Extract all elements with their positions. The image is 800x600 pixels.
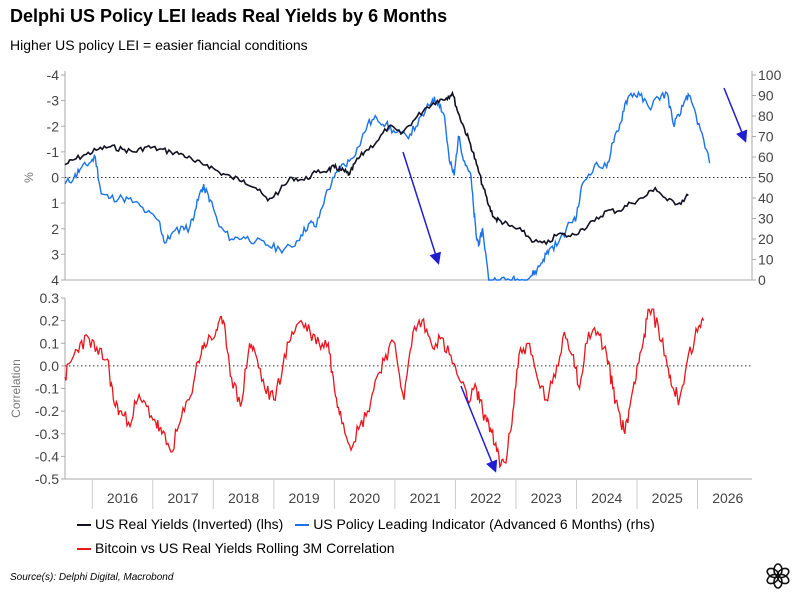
corr-tick-label: 0.1 (40, 335, 60, 351)
right-tick-label: 60 (758, 149, 774, 165)
x-tick-label-2024: 2024 (591, 490, 622, 506)
bottom-panel: 0.3 0.2 0.1 0.0 -0.1 -0.2 -0.3 -0.4 -0.5 Correlat… (9, 290, 752, 487)
chart-subtitle: Higher US policy LEI = easier fiancial c… (10, 37, 308, 53)
corr-tick-label: -0.2 (35, 403, 59, 419)
legend-item-real-yields[interactable]: US Real Yields (Inverted) (lhs) (77, 516, 287, 532)
right-tick-label: 70 (758, 129, 774, 145)
corr-tick-label: -0.4 (35, 448, 59, 464)
x-tick-label-2025: 2025 (652, 490, 683, 506)
legend-item-correlation[interactable]: Bitcoin vs US Real Yields Rolling 3M Cor… (77, 540, 395, 556)
x-tick-label-2019: 2019 (289, 490, 320, 506)
corr-tick-label: -0.5 (35, 471, 59, 487)
right-tick-label: 100 (758, 67, 782, 83)
series-real-yields-line (64, 90, 689, 246)
left-tick-label: -3 (47, 93, 60, 109)
right-tick-label: 50 (758, 170, 774, 186)
legend-swatch-policy-lei (295, 524, 310, 527)
corr-tick-label: -0.1 (35, 381, 59, 397)
right-tick-label: 10 (758, 252, 774, 268)
top-y-axis-label: % (22, 172, 36, 183)
left-tick-label: 1 (51, 195, 59, 211)
x-tick-label-2021: 2021 (410, 490, 441, 506)
right-tick-label: 90 (758, 88, 774, 104)
corr-tick-label: 0.3 (40, 290, 60, 306)
legend-row-1: US Real Yields (Inverted) (lhs) US Polic… (77, 516, 655, 532)
legend-label-correlation: Bitcoin vs US Real Yields Rolling 3M Cor… (95, 540, 395, 556)
x-tick-label-2026: 2026 (712, 490, 743, 506)
source-note: Source(s): Delphi Digital, Macrobond (10, 572, 174, 583)
right-tick-label: 40 (758, 190, 774, 206)
trend-arrow-2022-correlation (460, 385, 498, 473)
legend-swatch-real-yields (77, 524, 91, 527)
delphi-flower-logo-icon (766, 563, 790, 589)
legend-label-policy-lei: US Policy Leading Indicator (Advanced 6 … (313, 516, 655, 532)
legend-row-2: Bitcoin vs US Real Yields Rolling 3M Cor… (77, 540, 395, 556)
chart-title: Delphi US Policy LEI leads Real Yields b… (10, 6, 448, 26)
corr-tick-label: 0.0 (40, 358, 60, 374)
x-tick-label-2023: 2023 (531, 490, 562, 506)
corr-tick-label: 0.2 (40, 313, 60, 329)
legend-label-real-yields: US Real Yields (Inverted) (lhs) (95, 516, 284, 532)
right-tick-label: 80 (758, 108, 774, 124)
x-tick-label-2016: 2016 (107, 490, 138, 506)
trend-arrow-2021 (402, 151, 441, 265)
trend-arrow-2026 (723, 87, 748, 143)
x-tick-label-2018: 2018 (228, 490, 259, 506)
series-policy-lei-line (64, 90, 711, 281)
left-tick-label: 0 (51, 170, 59, 186)
corr-tick-label: -0.3 (35, 426, 59, 442)
right-tick-label: 30 (758, 211, 774, 227)
left-tick-label: -1 (47, 144, 60, 160)
left-tick-label: 4 (51, 272, 59, 288)
x-tick-label-2017: 2017 (167, 490, 198, 506)
bottom-y-axis-label: Correlation (9, 359, 23, 418)
series-correlation-line (64, 308, 705, 469)
left-tick-label: -4 (47, 67, 60, 83)
right-tick-label: 0 (758, 272, 766, 288)
x-axis: 2016 2017 2018 2019 2020 2021 2022 2023 2024 2025… (91, 479, 744, 509)
right-tick-label: 20 (758, 231, 774, 247)
legend-item-policy-lei[interactable]: US Policy Leading Indicator (Advanced 6 … (295, 516, 655, 532)
left-tick-label: 2 (51, 221, 59, 237)
left-tick-label: 3 (51, 246, 59, 262)
x-tick-label-2020: 2020 (349, 490, 380, 506)
legend-swatch-correlation (77, 548, 91, 551)
x-tick-label-2022: 2022 (470, 490, 501, 506)
left-tick-label: -2 (47, 118, 60, 134)
trend-arrows (402, 87, 748, 473)
